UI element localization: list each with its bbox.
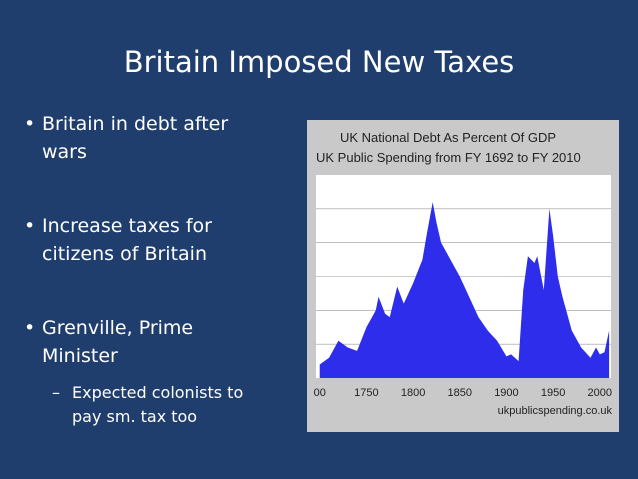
bullet-dot: • [24,113,35,135]
sub-bullet-text: pay sm. tax too [72,407,197,426]
bullet-text: citizens of Britain [42,243,207,265]
slide-title: Britain Imposed New Taxes [124,45,515,79]
bullet-text: Increase taxes for [42,215,212,237]
bullet-list: • Britain in debt after wars • Increase taxe… [24,113,243,426]
chart-source: ukpublicspending.co.uk [498,405,613,417]
x-tick-label: 1750 [354,387,378,399]
chart-subtitle: UK Public Spending from FY 1692 to FY 20… [316,150,581,165]
x-tick-label: 1950 [541,387,565,399]
area [319,202,610,378]
sub-bullet-dash: – [52,383,60,402]
x-tick-label: 1900 [494,387,518,399]
chart: UK National Debt As Percent Of GDP UK Pu… [314,130,613,417]
bullet-text: Minister [42,345,118,367]
bullet-text: Britain in debt after [42,113,228,135]
x-tick-label: 00 [314,387,326,399]
bullet-dot: • [24,317,35,339]
bullet-text: wars [42,141,87,163]
x-tick-label: 2000 [588,387,612,399]
bullet-dot: • [24,215,35,237]
x-tick-label: 1850 [448,387,472,399]
chart-title: UK National Debt As Percent Of GDP [340,130,556,145]
x-tick-label: 1800 [401,387,425,399]
sub-bullet-text: Expected colonists to [72,383,243,402]
bullet-text: Grenville, Prime [42,317,193,339]
